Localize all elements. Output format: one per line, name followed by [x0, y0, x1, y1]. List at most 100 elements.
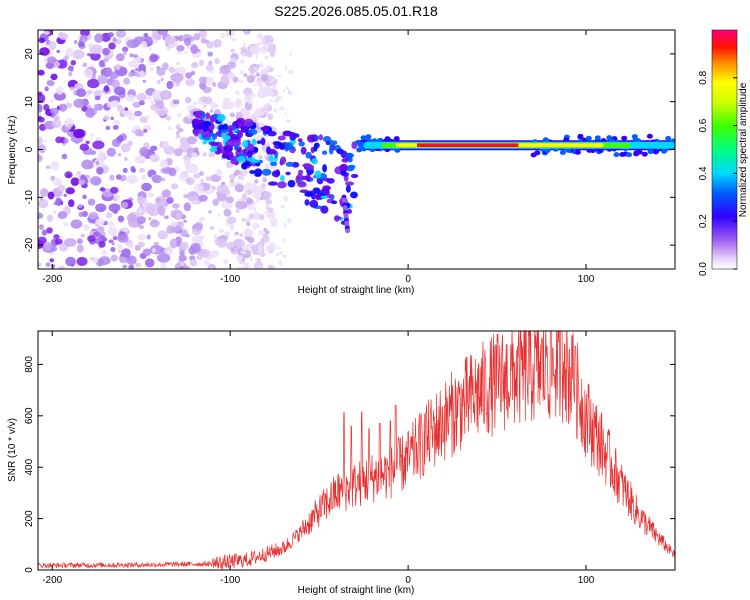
noise-blob	[265, 111, 269, 116]
noise-blob	[193, 200, 198, 206]
noise-blob	[39, 47, 50, 56]
noise-blob	[138, 63, 147, 74]
noise-blob	[272, 84, 277, 89]
noise-blob	[237, 256, 243, 261]
noise-blob	[208, 60, 213, 66]
noise-blob	[48, 41, 57, 51]
noise-blob	[105, 212, 113, 219]
noise-blob	[111, 100, 120, 107]
ridge-blob	[559, 150, 566, 156]
noise-blob	[156, 79, 161, 85]
band-blob	[305, 164, 315, 171]
noise-blob	[199, 171, 204, 176]
noise-blob	[262, 41, 265, 45]
noise-blob	[149, 244, 164, 255]
noise-blob	[252, 211, 260, 221]
band-blob	[324, 186, 330, 191]
noise-blob	[124, 157, 128, 161]
noise-blob	[138, 225, 145, 230]
noise-blob	[184, 37, 192, 46]
ridge-blob	[613, 152, 620, 158]
noise-blob	[200, 179, 204, 183]
band-blob	[192, 120, 203, 125]
noise-blob	[107, 32, 115, 38]
band-blob	[205, 112, 211, 120]
noise-blob	[111, 79, 120, 89]
noise-blob	[175, 124, 181, 130]
noise-blob	[270, 221, 278, 228]
band-blob	[349, 191, 358, 199]
noise-blob	[230, 223, 235, 228]
noise-blob	[208, 210, 212, 214]
ridge-blob	[665, 136, 672, 142]
y-tick-label: 400	[24, 458, 35, 475]
noise-blob	[141, 182, 152, 192]
colorbar-label: Normalized spectral amplitude	[738, 82, 749, 217]
noise-blob	[287, 90, 293, 96]
noise-blob	[261, 46, 265, 49]
noise-blob	[162, 140, 170, 148]
noise-blob	[260, 68, 269, 75]
noise-blob	[46, 80, 55, 87]
noise-blob	[38, 103, 43, 113]
noise-blob	[254, 257, 258, 262]
noise-blob	[232, 76, 239, 83]
noise-blob	[151, 248, 156, 253]
band-blob	[297, 169, 304, 175]
noise-blob	[73, 98, 86, 108]
colorbar-tick-label: 0.6	[698, 118, 709, 132]
ridge-blob	[621, 135, 628, 141]
noise-blob	[55, 86, 64, 95]
band-blob	[341, 158, 349, 163]
noise-blob	[38, 198, 49, 209]
noise-blob	[128, 71, 134, 78]
noise-blob	[67, 65, 74, 72]
band-blob	[286, 142, 291, 151]
noise-blob	[115, 30, 127, 38]
ridge-blob	[594, 135, 601, 141]
noise-blob	[179, 136, 189, 146]
noise-blob	[283, 222, 287, 228]
noise-blob	[266, 101, 270, 107]
noise-blob	[214, 44, 218, 48]
noise-blob	[247, 236, 255, 244]
noise-blob	[252, 202, 256, 206]
band-blob	[241, 125, 248, 130]
noise-blob	[246, 189, 253, 195]
noise-blob	[46, 227, 53, 234]
noise-blob	[228, 180, 236, 188]
noise-blob	[270, 76, 275, 83]
noise-blob	[203, 96, 213, 105]
noise-blob	[121, 248, 131, 258]
spectrogram-heatmap	[38, 30, 675, 269]
noise-blob	[179, 241, 189, 250]
noise-blob	[277, 74, 282, 78]
noise-blob	[265, 203, 269, 209]
noise-blob	[134, 110, 143, 117]
noise-blob	[205, 176, 212, 181]
noise-blob	[58, 103, 68, 112]
noise-blob	[206, 76, 214, 86]
noise-blob	[171, 183, 179, 190]
noise-blob	[80, 233, 85, 238]
noise-blob	[160, 77, 164, 82]
noise-blob	[77, 171, 81, 175]
noise-blob	[273, 51, 276, 57]
noise-blob	[127, 112, 136, 121]
noise-blob	[128, 60, 137, 68]
band-blob	[311, 157, 318, 165]
noise-blob	[237, 266, 244, 269]
band-blob	[247, 128, 258, 135]
noise-blob	[267, 113, 274, 121]
noise-blob	[249, 256, 253, 262]
noise-blob	[183, 219, 187, 223]
noise-blob	[87, 43, 94, 48]
noise-blob	[191, 152, 198, 159]
noise-blob	[245, 265, 251, 269]
noise-blob	[110, 116, 114, 121]
noise-blob	[240, 175, 244, 181]
band-blob	[242, 140, 249, 148]
noise-blob	[240, 107, 248, 114]
noise-blob	[153, 241, 159, 246]
noise-blob	[94, 33, 104, 43]
